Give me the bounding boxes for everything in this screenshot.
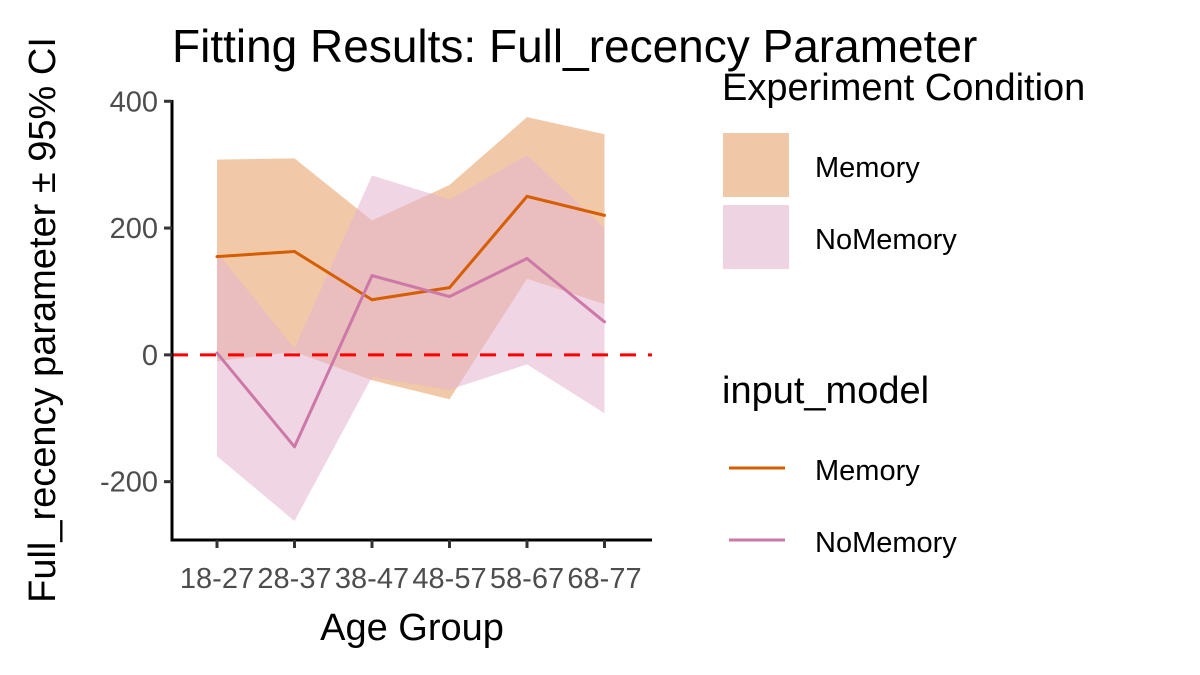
y-axis-title: Full_recency parameter ± 95% CI bbox=[22, 37, 64, 603]
y-tick-label: 0 bbox=[142, 340, 158, 372]
x-tick-label: 38-47 bbox=[335, 563, 409, 595]
legend-label-line-nomemory: NoMemory bbox=[815, 527, 957, 559]
legend-label-line-memory: Memory bbox=[815, 455, 920, 487]
data-point-nomemory-58-67 bbox=[525, 257, 529, 261]
x-tick-label: 18-27 bbox=[180, 563, 254, 595]
x-ticks: 18-27 28-37 38-47 48-57 58-67 68-77 bbox=[180, 540, 642, 595]
series-line-memory bbox=[216, 194, 605, 302]
legend-title-experiment-condition: Experiment Condition bbox=[722, 67, 1085, 109]
x-axis-title: Age Group bbox=[320, 607, 504, 649]
x-tick-label: 58-67 bbox=[490, 563, 564, 595]
y-tick-label: 200 bbox=[110, 213, 158, 245]
x-axis: 18-27 28-37 38-47 48-57 58-67 68-77 bbox=[170, 538, 652, 595]
legend-label-fill-memory: Memory bbox=[815, 152, 920, 184]
data-point-nomemory-38-47 bbox=[370, 274, 374, 278]
data-point-nomemory-68-77 bbox=[603, 320, 606, 324]
x-tick-label: 28-37 bbox=[257, 563, 331, 595]
x-tick-label: 68-77 bbox=[567, 563, 641, 595]
series-line-nomemory bbox=[215, 257, 606, 449]
legend-title-input-model: input_model bbox=[722, 370, 929, 412]
ci-ribbon-nomemory bbox=[217, 155, 605, 521]
data-point-memory-28-37 bbox=[293, 250, 296, 254]
legend-key-fill-memory bbox=[723, 133, 789, 197]
legend-input-model: input_model Memory NoMemory bbox=[722, 370, 957, 559]
data-point-memory-68-77 bbox=[603, 213, 606, 217]
data-point-memory-38-47 bbox=[370, 298, 374, 302]
data-point-nomemory-18-27 bbox=[215, 351, 219, 355]
data-point-memory-18-27 bbox=[215, 255, 219, 259]
legend-experiment-condition: Experiment Condition Memory NoMemory bbox=[722, 67, 1085, 269]
plot-area bbox=[172, 117, 652, 521]
legend-label-fill-nomemory: NoMemory bbox=[815, 224, 957, 256]
data-point-memory-58-67 bbox=[525, 194, 529, 198]
legend-key-fill-nomemory bbox=[723, 205, 789, 269]
x-tick-label: 48-57 bbox=[412, 563, 486, 595]
chart-title: Fitting Results: Full_recency Parameter bbox=[172, 20, 977, 72]
ci-ribbons bbox=[217, 117, 605, 521]
data-point-nomemory-28-37 bbox=[293, 445, 296, 449]
y-tick-label: -200 bbox=[100, 467, 158, 499]
y-tick-label: 400 bbox=[110, 86, 158, 118]
data-point-memory-48-57 bbox=[448, 286, 451, 290]
data-point-nomemory-48-57 bbox=[448, 295, 451, 299]
y-axis: -200 0 200 400 bbox=[100, 86, 174, 540]
y-ticks: -200 0 200 400 bbox=[100, 86, 172, 499]
series-lines bbox=[215, 194, 606, 449]
